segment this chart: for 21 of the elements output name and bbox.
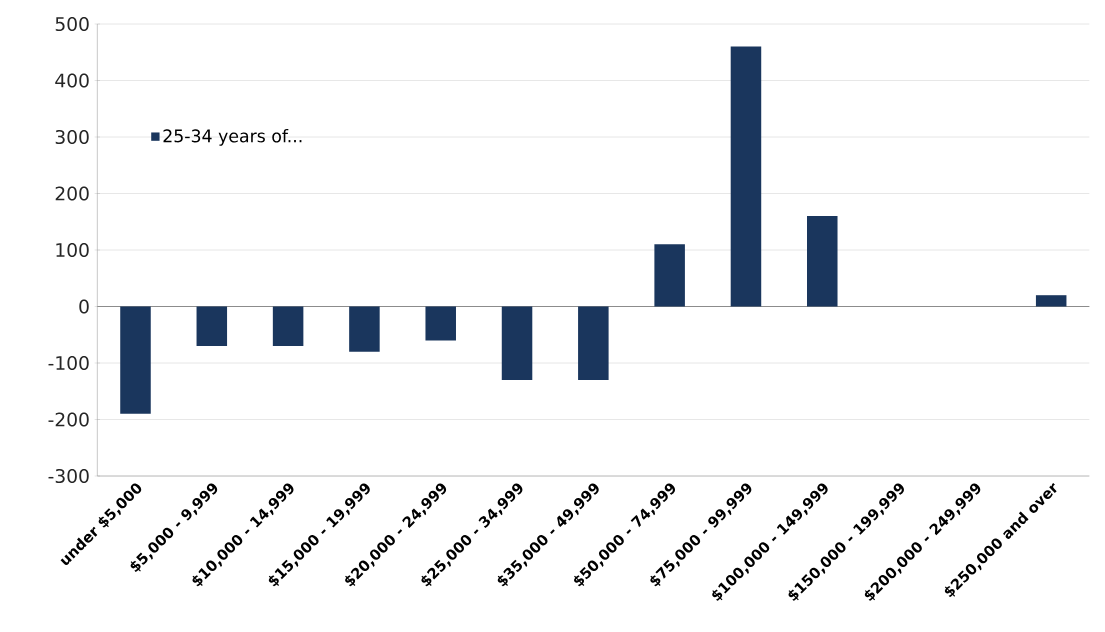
bar — [349, 306, 380, 352]
y-tick-label: -100 — [48, 355, 89, 371]
legend-label: 25-34 years of... — [163, 129, 302, 146]
y-tick-label: 0 — [79, 299, 89, 314]
bar — [196, 306, 228, 347]
y-tick-label: 100 — [56, 242, 89, 258]
y-tick-label: -300 — [48, 468, 89, 484]
y-tick-label: 400 — [55, 73, 89, 88]
bar — [120, 306, 151, 414]
bar — [272, 306, 304, 347]
y-tick-label: -200 — [48, 412, 89, 427]
y-tick-label: 300 — [55, 129, 89, 145]
bar — [1035, 295, 1067, 307]
bar — [654, 244, 685, 307]
bar — [730, 46, 762, 307]
y-tick-label: 200 — [55, 186, 89, 201]
y-tick-label: 500 — [55, 16, 89, 32]
bar — [501, 306, 533, 380]
bar — [807, 216, 838, 307]
bar — [425, 306, 456, 341]
bar — [578, 306, 609, 380]
